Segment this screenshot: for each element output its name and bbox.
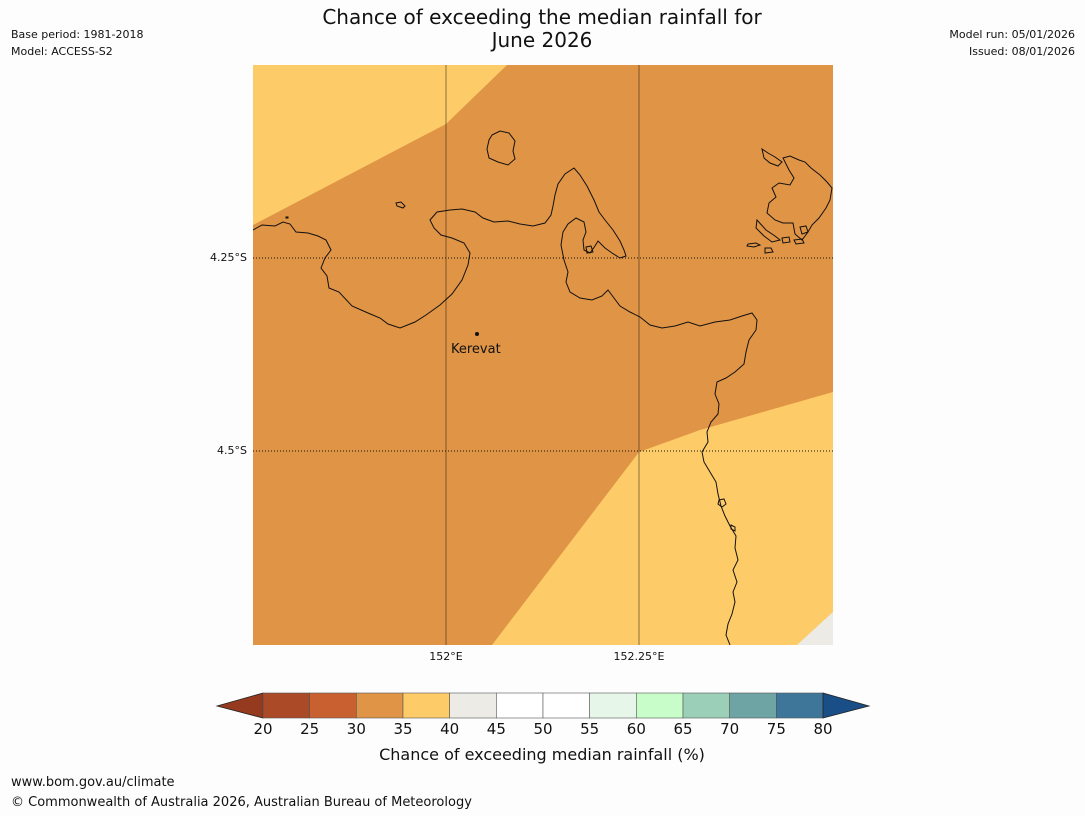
lat-label-4-5: 4.5°S bbox=[217, 444, 247, 457]
colorbar-tick-40: 40 bbox=[440, 720, 460, 738]
colorbar-segment-45-50 bbox=[496, 692, 544, 719]
colorbar-segment-25-30 bbox=[309, 692, 357, 719]
coastline-small-islet bbox=[585, 245, 736, 532]
colorbar-tick-30: 30 bbox=[346, 720, 366, 738]
colorbar-tick-70: 70 bbox=[720, 720, 740, 738]
coastline bbox=[252, 130, 833, 646]
colorbar-segment-40-45 bbox=[449, 692, 497, 719]
coastline-islet-tiny bbox=[285, 216, 289, 219]
model-run: Model run: 05/01/2026 bbox=[949, 28, 1075, 41]
colorbar-segment-60-65 bbox=[636, 692, 684, 719]
issued-date: Issued: 08/01/2026 bbox=[968, 45, 1075, 58]
meta-right: Model run: 05/01/2026 Issued: 08/01/2026 bbox=[949, 26, 1075, 60]
colorbar-segment-30-35 bbox=[356, 692, 404, 719]
colorbar-over-arrow bbox=[822, 692, 871, 719]
footer-url[interactable]: www.bom.gov.au/climate bbox=[11, 775, 175, 790]
colorbar-tick-25: 25 bbox=[300, 720, 320, 738]
model-name: Model: ACCESS-S2 bbox=[11, 45, 113, 58]
colorbar-tick-75: 75 bbox=[766, 720, 786, 738]
kerevat-marker bbox=[475, 332, 479, 336]
coastline-east-island bbox=[746, 147, 833, 254]
colorbar-tick-55: 55 bbox=[580, 720, 600, 738]
colorbar-segment-65-70 bbox=[682, 692, 730, 719]
lon-label-152-25: 152.25°E bbox=[613, 650, 665, 663]
colorbar-title: Chance of exceeding median rainfall (%) bbox=[379, 745, 705, 764]
colorbar-segment-55-60 bbox=[589, 692, 637, 719]
colorbar-tick-65: 65 bbox=[673, 720, 693, 738]
base-period: Base period: 1981-2018 bbox=[11, 28, 144, 41]
coastline-island-north bbox=[486, 130, 516, 166]
probability-40-45-region bbox=[797, 612, 833, 645]
title-line-1: Chance of exceeding the median rainfall … bbox=[322, 5, 762, 29]
colorbar-segment-75-80 bbox=[776, 692, 824, 719]
colorbar-tick-45: 45 bbox=[486, 720, 506, 738]
chart-title: Chance of exceeding the median rainfall … bbox=[242, 6, 842, 52]
colorbar-tick-35: 35 bbox=[393, 720, 413, 738]
colorbar-tick-80: 80 bbox=[813, 720, 833, 738]
meta-left: Base period: 1981-2018 Model: ACCESS-S2 bbox=[11, 26, 143, 60]
colorbar-segment-35-40 bbox=[402, 692, 450, 719]
colorbar-segments bbox=[262, 692, 824, 719]
colorbar-tick-20: 20 bbox=[253, 720, 273, 738]
colorbar-tick-60: 60 bbox=[626, 720, 646, 738]
footer-copyright: © Commonwealth of Australia 2026, Austra… bbox=[11, 795, 472, 810]
colorbar-segment-70-75 bbox=[729, 692, 777, 719]
probability-35-40-region-north bbox=[253, 65, 507, 225]
map-fill bbox=[253, 65, 833, 645]
title-line-2: June 2026 bbox=[491, 28, 593, 52]
lon-label-152: 152°E bbox=[429, 650, 463, 663]
colorbar-tick-50: 50 bbox=[533, 720, 553, 738]
gridlines bbox=[253, 65, 833, 645]
colorbar-segment-50-55 bbox=[542, 692, 590, 719]
coastline-islet-west bbox=[395, 201, 406, 209]
lat-label-4-25: 4.25°S bbox=[210, 251, 247, 264]
place-label-kerevat: Kerevat bbox=[451, 342, 501, 357]
colorbar-segment-20-25 bbox=[262, 692, 310, 719]
probability-35-40-region-south bbox=[492, 392, 833, 645]
colorbar-under-arrow bbox=[215, 692, 264, 719]
